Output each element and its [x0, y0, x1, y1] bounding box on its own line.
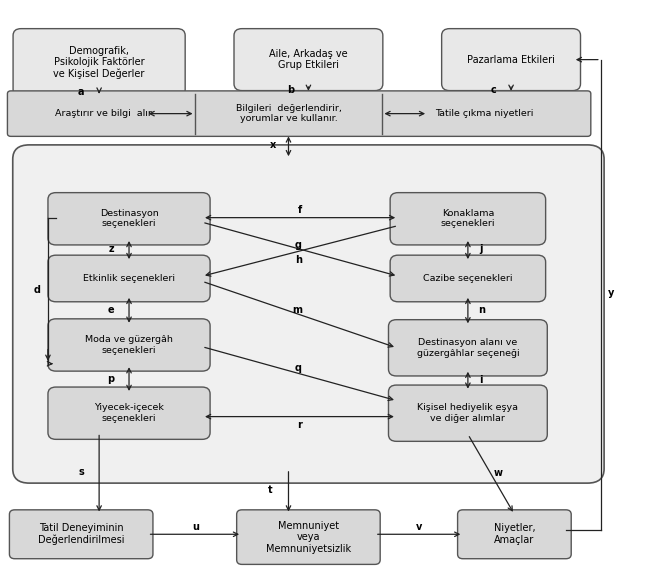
Text: Destinasyon alanı ve
güzergâhlar seçeneği: Destinasyon alanı ve güzergâhlar seçeneğ…: [417, 338, 519, 358]
Text: Tatil Deneyiminin
Değerlendirilmesi: Tatil Deneyiminin Değerlendirilmesi: [38, 523, 125, 545]
FancyBboxPatch shape: [442, 29, 580, 91]
FancyBboxPatch shape: [7, 91, 591, 137]
Text: m: m: [292, 305, 302, 315]
Text: y: y: [608, 288, 614, 298]
Text: Moda ve güzergâh
seçenekleri: Moda ve güzergâh seçenekleri: [85, 335, 173, 355]
FancyBboxPatch shape: [234, 29, 383, 91]
FancyBboxPatch shape: [458, 510, 572, 559]
FancyBboxPatch shape: [9, 510, 153, 559]
Text: Destinasyon
seçenekleri: Destinasyon seçenekleri: [100, 209, 158, 228]
Text: b: b: [287, 85, 294, 95]
Text: n: n: [478, 305, 484, 315]
FancyBboxPatch shape: [237, 510, 380, 564]
Text: h: h: [295, 255, 302, 265]
Text: Konaklama
seçenekleri: Konaklama seçenekleri: [441, 209, 495, 228]
Text: t: t: [268, 485, 273, 495]
Text: w: w: [493, 468, 502, 478]
Text: Memnuniyet
veya
Memnuniyetsizlik: Memnuniyet veya Memnuniyetsizlik: [266, 521, 351, 554]
Text: a: a: [78, 87, 84, 97]
Text: c: c: [490, 85, 496, 95]
Text: s: s: [78, 467, 84, 477]
FancyBboxPatch shape: [48, 193, 210, 245]
Text: i: i: [480, 375, 483, 385]
FancyBboxPatch shape: [48, 255, 210, 302]
Text: Bilgileri  değerlendirir,
yorumlar ve kullanır.: Bilgileri değerlendirir, yorumlar ve kul…: [236, 104, 342, 123]
Text: Pazarlama Etkileri: Pazarlama Etkileri: [467, 55, 555, 65]
Text: Yiyecek-içecek
seçenekleri: Yiyecek-içecek seçenekleri: [94, 404, 164, 423]
FancyBboxPatch shape: [389, 385, 547, 441]
Text: Demografik,
Psikolojik Faktörler
ve Kişisel Değerler: Demografik, Psikolojik Faktörler ve Kişi…: [54, 45, 145, 79]
Text: Araştırır ve bilgi  alır: Araştırır ve bilgi alır: [55, 109, 151, 118]
FancyBboxPatch shape: [13, 29, 185, 96]
Text: z: z: [109, 245, 114, 254]
Text: j: j: [480, 245, 483, 254]
Text: q: q: [294, 363, 302, 373]
Text: v: v: [415, 522, 422, 532]
Text: Niyetler,
Amaçlar: Niyetler, Amaçlar: [494, 523, 535, 545]
Text: e: e: [108, 305, 115, 315]
Text: Kişisel hediyelik eşya
ve diğer alımlar: Kişisel hediyelik eşya ve diğer alımlar: [417, 404, 519, 423]
FancyBboxPatch shape: [390, 193, 545, 245]
Text: p: p: [107, 374, 115, 383]
Text: f: f: [298, 205, 303, 215]
Text: d: d: [34, 285, 41, 295]
Text: Aile, Arkadaş ve
Grup Etkileri: Aile, Arkadaş ve Grup Etkileri: [269, 49, 348, 71]
Text: Etkinlik seçenekleri: Etkinlik seçenekleri: [83, 274, 175, 283]
FancyBboxPatch shape: [389, 320, 547, 376]
FancyBboxPatch shape: [48, 319, 210, 371]
FancyBboxPatch shape: [390, 255, 545, 302]
Text: Tatile çıkma niyetleri: Tatile çıkma niyetleri: [436, 109, 534, 118]
Text: x: x: [269, 141, 275, 150]
Text: g: g: [295, 240, 302, 250]
Text: Cazibe seçenekleri: Cazibe seçenekleri: [423, 274, 513, 283]
FancyBboxPatch shape: [48, 387, 210, 439]
Text: u: u: [192, 522, 199, 532]
Text: r: r: [297, 420, 302, 429]
FancyBboxPatch shape: [13, 145, 604, 483]
